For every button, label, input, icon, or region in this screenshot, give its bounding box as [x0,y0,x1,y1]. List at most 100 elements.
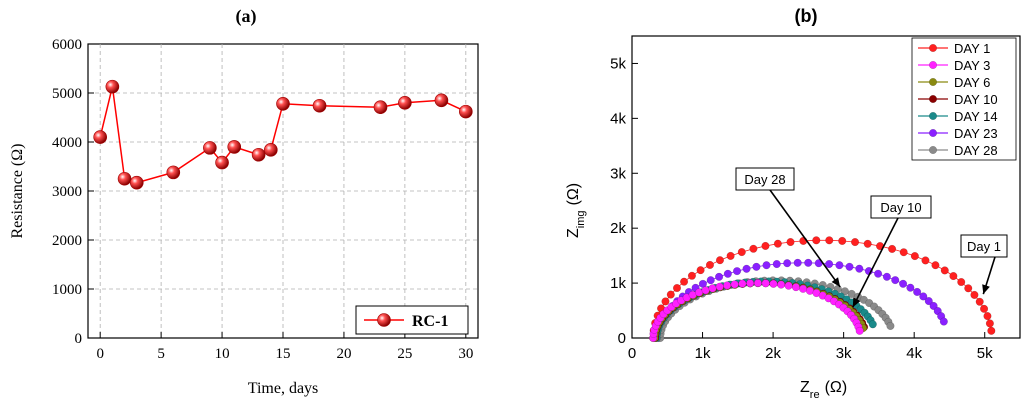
panel-a-data-point [166,165,181,180]
panel-b-data-point [855,264,864,273]
panel-b-data-point [749,244,758,253]
panel-b-data-point [761,279,770,288]
panel-b-y-axis-main: Z [565,228,582,238]
panel-b-data-point [694,288,703,297]
panel-b-legend: DAY 1 DAY 3 DAY 6 DAY 10 DAY 14 DAY 23 DAY 28 [911,37,1017,161]
panel-b-data-point [706,276,715,285]
panel-b-y-tick-label: 2k [610,220,626,237]
panel-b-data-point [929,301,938,310]
panel-a-x-tick-label: 30 [458,346,473,362]
panel-b-data-point [723,281,732,290]
panel-b-x-ticks: 0 1k 2k 3k 4k 5k [628,332,993,362]
panel-a-data-point [129,175,144,190]
panel-b-data-point [931,261,940,270]
panel-b-data-point [983,312,992,321]
panel-b-data-point [845,262,854,271]
panel-a-label: (a) [236,6,257,27]
panel-a-data-point [264,143,278,157]
panel-b-data-point [701,286,710,295]
panel-a-y-axis-label: Resistance (Ω) [9,144,26,239]
panel-a-y-tick-label: 1000 [52,282,82,298]
panel-b-data-point [980,304,989,313]
panel-a-y-tick-label: 6000 [52,37,82,53]
panel-b-legend-marker [929,77,938,86]
panel-b-legend-label: DAY 28 [954,143,998,158]
panel-b-data-point [851,238,860,247]
panel-a-legend-label: RC-1 [412,313,448,330]
panel-a-x-axis-label: Time, days [248,380,319,397]
panel-b-data-point [705,260,714,269]
panel-a-data-point [434,93,449,108]
panel-b-data-point [672,284,681,293]
panel-b-data-point [753,279,762,288]
panel-b-x-tick-label: 1k [695,345,711,362]
panel-b-data-point [970,290,979,299]
panel-b-annotation-arrow [852,217,899,308]
panel-b-x-tick-label: 3k [836,345,852,362]
panel-b-y-tick-label: 4k [610,110,626,127]
panel-b-data-point [791,283,800,292]
panel-b-legend-label: DAY 6 [954,75,990,90]
panel-a-data-point [251,147,266,162]
panel-b-data-point [863,239,872,248]
panel-b-annotation-arrow [769,189,841,288]
panel-b-data-point [882,272,891,281]
panel-a-data-point [398,96,412,110]
panel-b-data-point [742,264,751,273]
panel-b-annotation-box [960,234,1008,258]
panel-a-y-tick-label: 3000 [52,184,82,200]
panel-b-data-point [786,238,795,247]
panel-b-data-point [738,279,747,288]
panel-b-legend-marker [929,145,938,154]
panel-b-data-point [812,236,821,245]
panel-b-legend-label: DAY 14 [954,109,998,124]
panel-b-data-point [799,284,808,293]
panel-b-data-point [886,321,895,330]
panel-b-y-axis-sub: img [575,210,587,228]
panel-b-data-point [868,320,877,329]
panel-b-data-point [919,292,928,301]
panel-a-x-tick-label: 20 [336,346,351,362]
panel-b-plot-frame [631,35,1021,339]
panel-b-data-point [888,244,897,253]
panel-b-legend-marker [929,44,938,53]
panel-a-data-point [215,155,229,170]
panel-b-data-point [680,277,689,286]
panel-b-annotation-box [870,195,932,219]
panel-a-y-tick-label: 5000 [52,86,82,102]
panel-a-x-tick-label: 0 [96,346,104,362]
panel-a-series [93,79,473,190]
panel-b-annotation-label: Day 1 [967,239,1001,254]
panel-b-legend-label: DAY 10 [954,92,998,107]
panel-b-data-point [855,326,864,335]
panel-b-data-point [949,272,958,281]
panel-b-data-point [840,287,849,296]
panel-a-y-tick-label: 4000 [52,135,82,151]
panel-b-x-axis-sub: re [810,389,820,401]
panel-b-data-point [804,258,813,267]
panel-b-annotation-box [735,167,795,191]
panel-b-legend-marker [929,111,938,120]
panel-b-y-tick-label: 1k [610,275,626,292]
panel-a-y-tick-label: 0 [75,331,83,347]
panel-b-annotation-arrowhead [831,277,841,287]
panel-b-data-point [910,252,919,261]
panel-b-series-line [658,262,945,339]
panel-b-x-tick-label: 0 [628,345,636,362]
panel-b-legend-marker [929,61,938,70]
panel-a-data-point [105,79,120,94]
panel-b-data-point [940,266,949,275]
panel-b-y-axis-label: Zimg (Ω) [565,183,587,238]
panel-b-data-point [733,267,742,276]
panel-a-data-point [117,171,132,186]
panel-b-data-point [835,261,844,270]
panel-b-data-point [793,258,802,267]
panel-b-data-point [964,284,973,293]
panel-a-data-point [227,140,242,154]
panel-b-data-point [715,272,724,281]
panel-a-x-ticks: 0 5 10 15 20 25 30 [96,332,473,362]
panel-a-data-point [459,104,473,119]
panel-b-data-point [906,283,915,292]
panel-b-data-point [783,259,792,268]
